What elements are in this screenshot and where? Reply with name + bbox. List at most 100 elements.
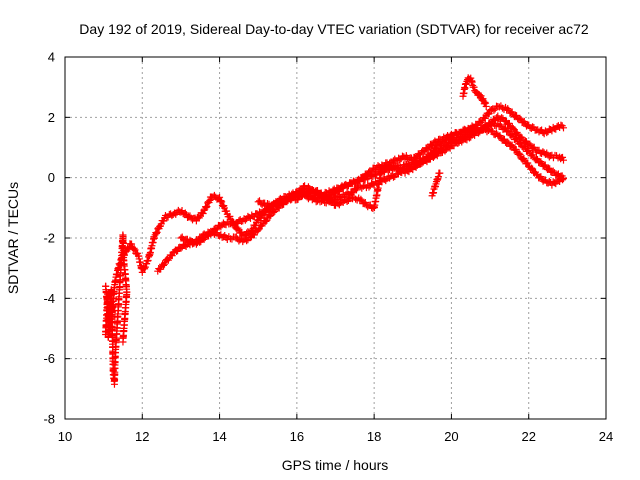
data-point	[186, 236, 194, 244]
data-point	[226, 212, 234, 220]
x-tick-label: 10	[58, 429, 72, 444]
data-point	[484, 110, 492, 118]
data-point	[545, 164, 553, 172]
data-point	[490, 106, 498, 114]
data-point	[217, 197, 225, 205]
data-point	[432, 145, 440, 153]
data-point	[474, 126, 482, 134]
data-point	[241, 216, 249, 224]
x-tick-label: 12	[135, 429, 149, 444]
data-point	[532, 155, 540, 163]
data-point	[543, 129, 551, 137]
x-tick-label: 16	[290, 429, 304, 444]
data-point	[509, 124, 517, 132]
data-point	[521, 137, 529, 145]
data-points	[102, 74, 567, 388]
data-point	[517, 139, 525, 147]
data-point	[441, 147, 449, 155]
x-tick-labels: 10 12 14 16 18 20 22 24	[58, 429, 613, 444]
data-point	[524, 159, 532, 167]
data-point	[141, 265, 149, 273]
x-tick-label: 24	[599, 429, 613, 444]
data-point	[396, 156, 404, 164]
data-point	[128, 240, 136, 248]
data-point	[250, 231, 258, 239]
data-point	[481, 114, 489, 122]
data-point	[515, 149, 523, 157]
data-point	[348, 189, 356, 197]
data-point	[328, 197, 336, 205]
data-point	[516, 150, 524, 158]
data-point	[153, 228, 161, 236]
data-point	[549, 167, 557, 175]
data-point	[457, 128, 465, 136]
data-point	[335, 186, 343, 194]
data-point	[482, 99, 490, 107]
data-point	[436, 169, 444, 177]
data-point	[199, 209, 207, 217]
data-point	[460, 127, 468, 135]
data-point	[559, 156, 567, 164]
data-point	[516, 114, 524, 122]
y-tick-label: -6	[43, 351, 55, 366]
data-point	[485, 110, 493, 118]
y-tick-label: -2	[43, 231, 55, 246]
data-point	[505, 119, 513, 127]
data-point	[204, 198, 212, 206]
data-point	[559, 174, 567, 182]
y-tick-label: 4	[48, 50, 55, 65]
x-tick-label: 18	[367, 429, 381, 444]
data-point	[480, 124, 488, 132]
data-point	[161, 260, 169, 268]
x-tick-label: 14	[212, 429, 226, 444]
grid-lines	[65, 57, 606, 419]
data-point	[359, 182, 367, 190]
data-point	[173, 247, 181, 255]
y-tick-labels: -8 -6 -4 -2 0 2 4	[43, 50, 55, 427]
series-burst-20h	[459, 74, 490, 110]
data-point	[466, 128, 474, 136]
y-tick-label: -8	[43, 412, 55, 427]
data-point	[481, 98, 489, 106]
data-point	[203, 203, 211, 211]
data-point	[517, 133, 525, 141]
data-point	[266, 212, 274, 220]
data-point	[365, 183, 373, 191]
data-point	[360, 176, 368, 184]
data-point	[471, 125, 479, 133]
plot-frame	[64, 56, 607, 420]
data-point	[505, 127, 513, 135]
data-point	[512, 145, 520, 153]
data-point	[450, 142, 458, 150]
data-point	[202, 204, 210, 211]
x-tick-label: 22	[521, 429, 535, 444]
data-point	[254, 226, 262, 234]
data-point	[218, 198, 226, 206]
data-point	[489, 127, 497, 135]
x-axis-title: GPS time / hours	[282, 457, 389, 473]
data-point	[498, 114, 506, 122]
data-point	[263, 216, 271, 224]
data-point	[267, 202, 275, 210]
data-point	[129, 245, 137, 253]
y-tick-label: -4	[43, 291, 55, 306]
data-point	[495, 103, 503, 111]
data-point	[532, 170, 540, 178]
data-point	[196, 238, 204, 246]
data-point	[160, 261, 168, 269]
data-point	[151, 234, 159, 242]
x-tick-label: 20	[444, 429, 458, 444]
data-point	[152, 230, 160, 238]
data-point	[357, 195, 365, 203]
data-point	[529, 151, 537, 159]
data-point	[559, 176, 567, 184]
data-point	[119, 338, 127, 346]
data-point	[318, 197, 326, 205]
data-point	[528, 164, 536, 172]
data-point	[520, 143, 528, 151]
data-point	[141, 263, 149, 271]
data-point	[223, 207, 231, 215]
data-point	[420, 148, 428, 156]
data-point	[216, 193, 224, 201]
